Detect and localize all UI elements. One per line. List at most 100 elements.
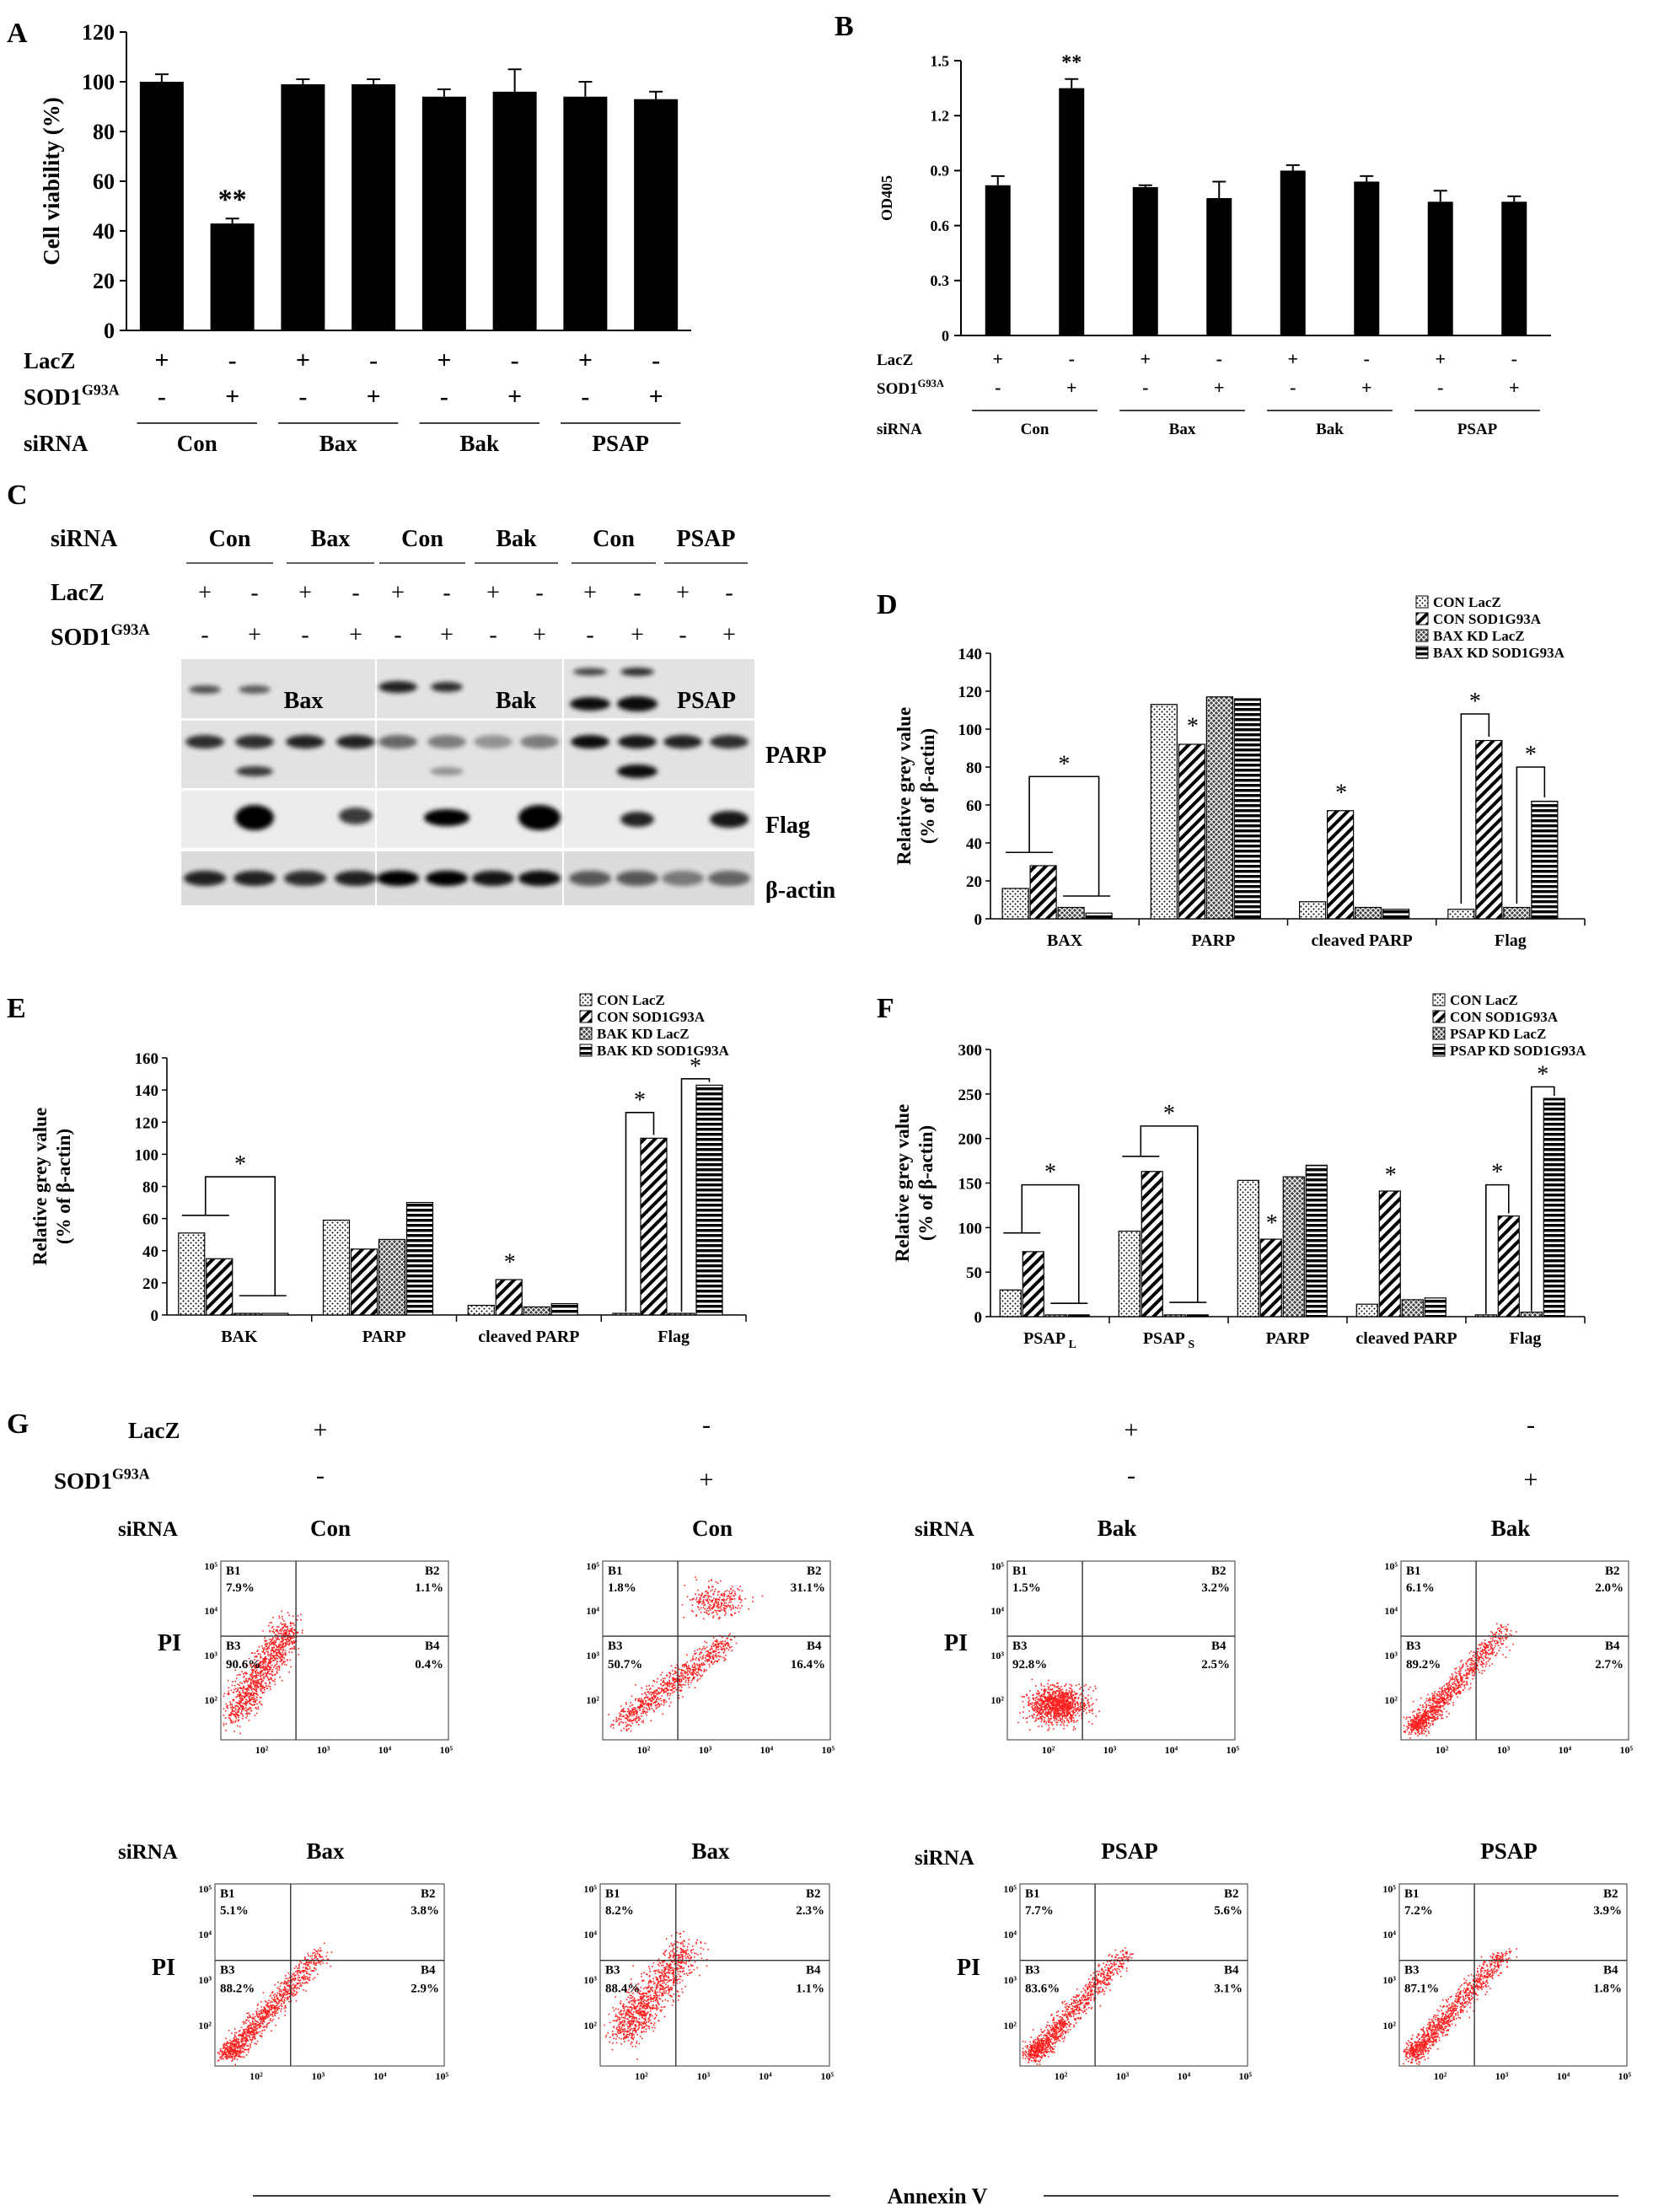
flow-dot [237, 1690, 239, 1692]
flow-dot [717, 1640, 718, 1643]
flow-dot [625, 1728, 628, 1731]
bar [634, 99, 679, 331]
flow-dot [1455, 1689, 1457, 1691]
flow-dot [273, 1632, 276, 1634]
flow-dot [283, 1619, 285, 1622]
flow-dot [1062, 1693, 1065, 1695]
flow-dot [644, 1692, 647, 1693]
flow-dot [658, 1698, 660, 1700]
flow-dot [252, 1675, 255, 1677]
flow-dot [1074, 1728, 1076, 1730]
flow-dot [243, 1680, 245, 1682]
flow-dot [1058, 1713, 1060, 1715]
flow-dot [1486, 1644, 1489, 1646]
blot-strip [181, 721, 375, 788]
flow-dot [263, 1657, 266, 1659]
flow-dot [723, 1595, 725, 1597]
flow-dot [664, 1677, 666, 1680]
flow-dot [262, 1658, 264, 1661]
flow-dot [635, 1707, 637, 1709]
flow-dot [706, 1611, 707, 1613]
flow-dot [1506, 1636, 1509, 1639]
significance-mark: ** [1061, 52, 1082, 74]
legend-swatch [1432, 1010, 1446, 1023]
blot-band-flag [620, 812, 654, 827]
flow-dot [1035, 1704, 1038, 1705]
flow-dot [291, 1651, 293, 1654]
flow-dot [248, 1678, 250, 1681]
flow-dot [1473, 1663, 1475, 1666]
flow-dot [700, 1664, 701, 1666]
flow-dot [1052, 1700, 1055, 1703]
flow-dot [1484, 1670, 1486, 1672]
flow-dot [1427, 1715, 1430, 1717]
flow-dot [287, 1640, 288, 1643]
bar [261, 1312, 289, 1316]
flow-dot [1073, 1694, 1075, 1696]
flow-dot [256, 1666, 259, 1668]
flow-dot [250, 1663, 251, 1666]
flow-dot [1427, 1710, 1430, 1712]
flow-dot [1049, 1692, 1051, 1693]
flow-y-tick: 10² [990, 1694, 1004, 1706]
flow-dot [1424, 1727, 1425, 1729]
flow-dot [726, 1590, 728, 1591]
flow-dot [257, 1672, 260, 1674]
flow-dot [1071, 1698, 1074, 1700]
flow-dot [246, 1694, 249, 1697]
flow-dot [1476, 1664, 1478, 1666]
y-tick-label: 0.9 [931, 163, 950, 180]
flow-dot [1430, 1715, 1431, 1718]
bar [640, 1137, 668, 1316]
flow-dot [639, 1707, 641, 1709]
flow-dot [250, 1709, 252, 1712]
flow-dot [656, 1698, 658, 1700]
flow-dot [731, 1639, 733, 1641]
legend-swatch [1432, 1027, 1446, 1040]
flow-dot [264, 1639, 266, 1641]
flow-dot [243, 1707, 245, 1709]
flow-dot [1069, 1704, 1071, 1707]
flow-dot [1420, 1719, 1423, 1721]
flow-dot [674, 1672, 676, 1674]
y-axis-label: Cell viability (%) [39, 97, 64, 265]
flow-dot [1422, 1715, 1425, 1716]
y-tick-label: 0 [974, 911, 983, 929]
flow-dot [1432, 1722, 1434, 1725]
flow-dot [1468, 1688, 1470, 1690]
flow-dot [1063, 1699, 1065, 1702]
flow-dot [708, 1613, 711, 1615]
flow-dot [1435, 1697, 1437, 1699]
flow-dot [255, 1669, 258, 1671]
flow-dot [678, 1694, 680, 1697]
flow-dot [686, 1671, 689, 1673]
flow-dot [752, 1597, 754, 1598]
flow-dot [1047, 1688, 1049, 1690]
flow-dot [260, 1645, 263, 1647]
flow-dot [658, 1688, 661, 1689]
flow-dot [1061, 1715, 1063, 1716]
flow-dot [707, 1601, 710, 1603]
flow-dot [1058, 1693, 1060, 1694]
flow-dot [655, 1700, 658, 1702]
flow-dot [281, 1637, 282, 1639]
flow-dot [278, 1615, 281, 1618]
flow-dot [685, 1665, 688, 1667]
flow-dot [700, 1612, 702, 1613]
flow-dot [656, 1681, 658, 1683]
flow-dot [641, 1693, 643, 1695]
flow-dot [1436, 1717, 1438, 1719]
flow-dot [278, 1645, 280, 1648]
flow-dot [647, 1697, 649, 1699]
flow-dot [1447, 1693, 1450, 1696]
flow-dot [1416, 1724, 1418, 1725]
flow-dot [1458, 1672, 1460, 1675]
flow-sod-sign: + [1524, 1466, 1538, 1494]
flow-dot [724, 1591, 727, 1592]
flow-dot [293, 1647, 295, 1650]
flow-dot [692, 1669, 694, 1671]
flow-dot [678, 1687, 680, 1689]
flow-dot [1471, 1672, 1473, 1674]
flow-dot [655, 1704, 657, 1706]
flow-dot [1453, 1687, 1455, 1689]
